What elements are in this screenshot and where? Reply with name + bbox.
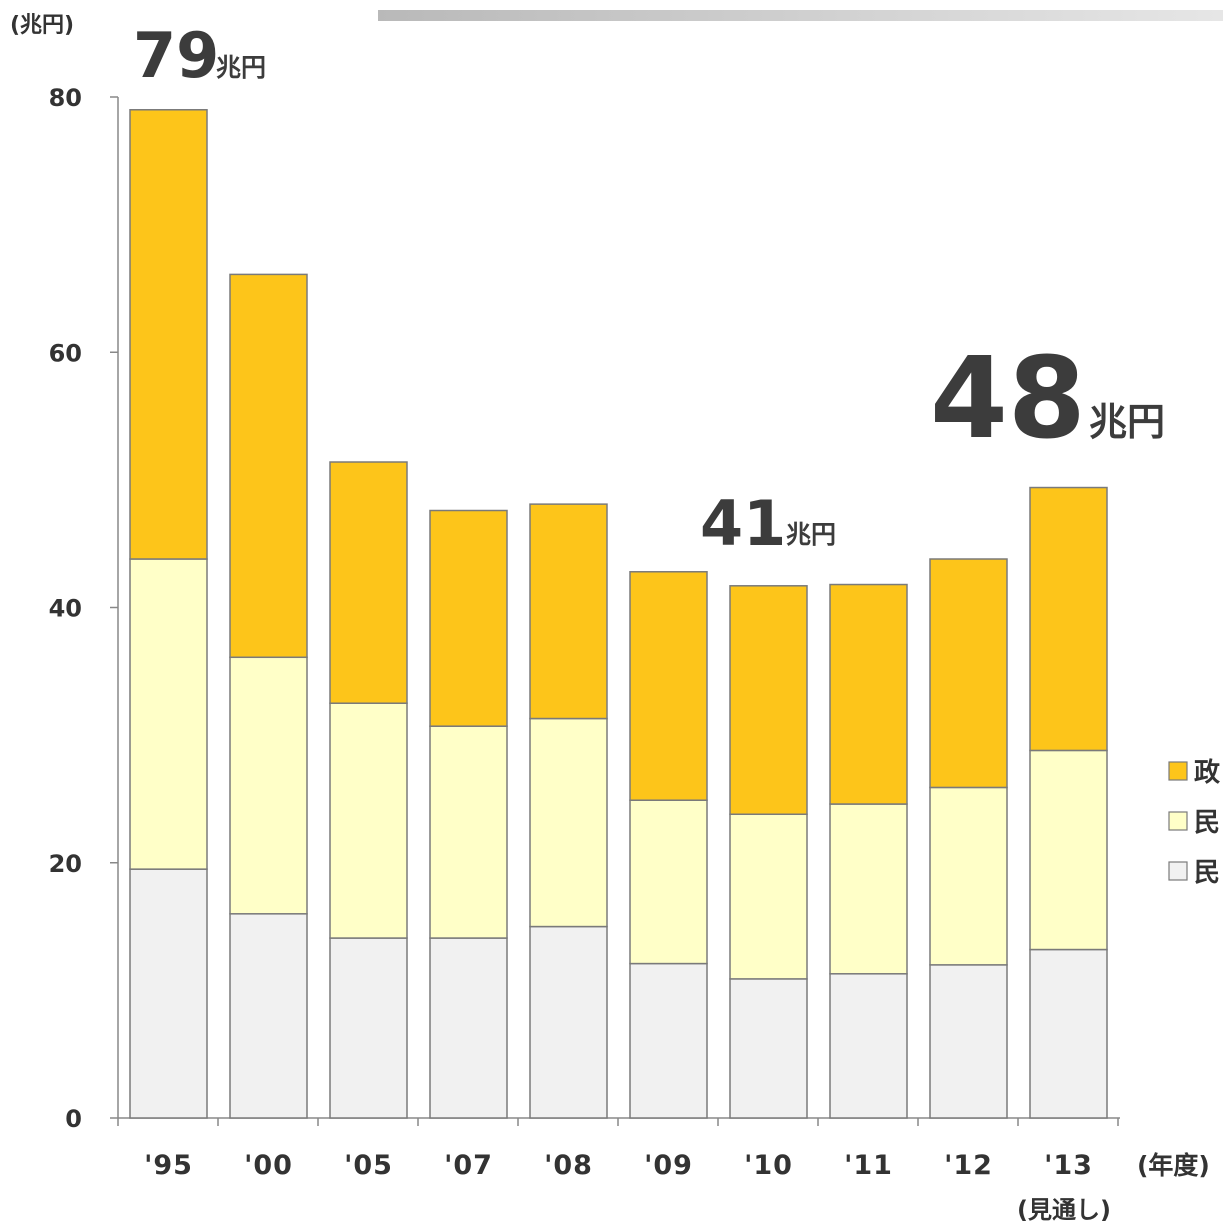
bar-segment-middle	[129, 558, 208, 870]
x-tick-label: '09	[644, 1150, 693, 1181]
bar-segment-top	[229, 273, 308, 659]
legend-swatch	[1168, 861, 1188, 881]
total-annotation-number: 41	[700, 487, 786, 560]
bar-segment-bottom	[229, 913, 308, 1119]
header-decor-bar	[378, 10, 1223, 21]
bar-segment-middle	[629, 799, 708, 965]
bar-segment-top	[729, 585, 808, 816]
x-tick-label: '10	[744, 1150, 793, 1181]
total-annotation-unit: 兆円	[216, 53, 266, 82]
bar-segment-bottom	[929, 964, 1008, 1119]
x-tick-label: '07	[444, 1150, 493, 1181]
bar-segment-bottom	[1029, 948, 1108, 1119]
x-tick-label: '11	[844, 1150, 893, 1181]
bar-segment-middle	[529, 717, 608, 928]
bar-segment-middle	[229, 656, 308, 915]
category-labels: '95 '00 '05 '07 '08 '09 '10 '11 '12 '13	[144, 1150, 1093, 1181]
bar-segment-bottom	[129, 868, 208, 1119]
total-annotation-number: 79	[133, 19, 219, 92]
bar-segment-top	[329, 461, 408, 704]
y-tick-label: 20	[49, 850, 82, 878]
bar-segment-bottom	[529, 925, 608, 1119]
bar-segment-middle	[829, 803, 908, 975]
legend: 政民民	[1168, 757, 1220, 888]
bar-segment-middle	[329, 702, 408, 939]
bar-segment-top	[929, 558, 1008, 789]
y-tick-label: 0	[65, 1105, 82, 1133]
bar-segment-top	[829, 583, 908, 805]
x-tick-label: '05	[344, 1150, 393, 1181]
x-tick-label: '08	[544, 1150, 593, 1181]
y-tick-label: 60	[49, 339, 82, 367]
y-tick-label: 40	[49, 595, 82, 623]
legend-swatch	[1168, 761, 1188, 781]
bar-segment-bottom	[829, 973, 908, 1119]
legend-label: 民	[1194, 858, 1220, 888]
total-annotation-unit: 兆円	[786, 520, 836, 549]
bar-segment-top	[629, 571, 708, 801]
bar-segment-top	[1029, 486, 1108, 752]
bar-segment-top	[129, 109, 208, 560]
legend-label: 政	[1194, 757, 1220, 788]
x-tick-label: '13	[1044, 1150, 1093, 1181]
bar-segment-top	[429, 509, 508, 727]
bar-segment-bottom	[629, 962, 708, 1119]
bar-segment-middle	[429, 725, 508, 939]
bar-segment-middle	[729, 813, 808, 980]
bar-segment-bottom	[729, 978, 808, 1119]
legend-label: 民	[1194, 808, 1220, 838]
legend-swatch	[1168, 811, 1188, 831]
total-annotation-unit: 兆円	[1089, 400, 1165, 444]
x-tick-label: '00	[244, 1150, 293, 1181]
bar-segment-middle	[1029, 749, 1108, 951]
bar-segment-middle	[929, 786, 1008, 966]
bar-segment-top	[529, 503, 608, 720]
y-tick-label: 80	[49, 84, 82, 112]
total-annotation-number: 48	[930, 334, 1086, 464]
category-note: (見通し)	[1017, 1196, 1111, 1224]
bar-segment-bottom	[429, 937, 508, 1119]
y-unit-label: (兆円)	[10, 13, 74, 38]
x-unit-label: (年度)	[1137, 1151, 1210, 1180]
bar-segment-bottom	[329, 937, 408, 1119]
bars	[129, 109, 1108, 1119]
x-tick-label: '95	[144, 1150, 193, 1181]
x-tick-label: '12	[944, 1150, 993, 1181]
